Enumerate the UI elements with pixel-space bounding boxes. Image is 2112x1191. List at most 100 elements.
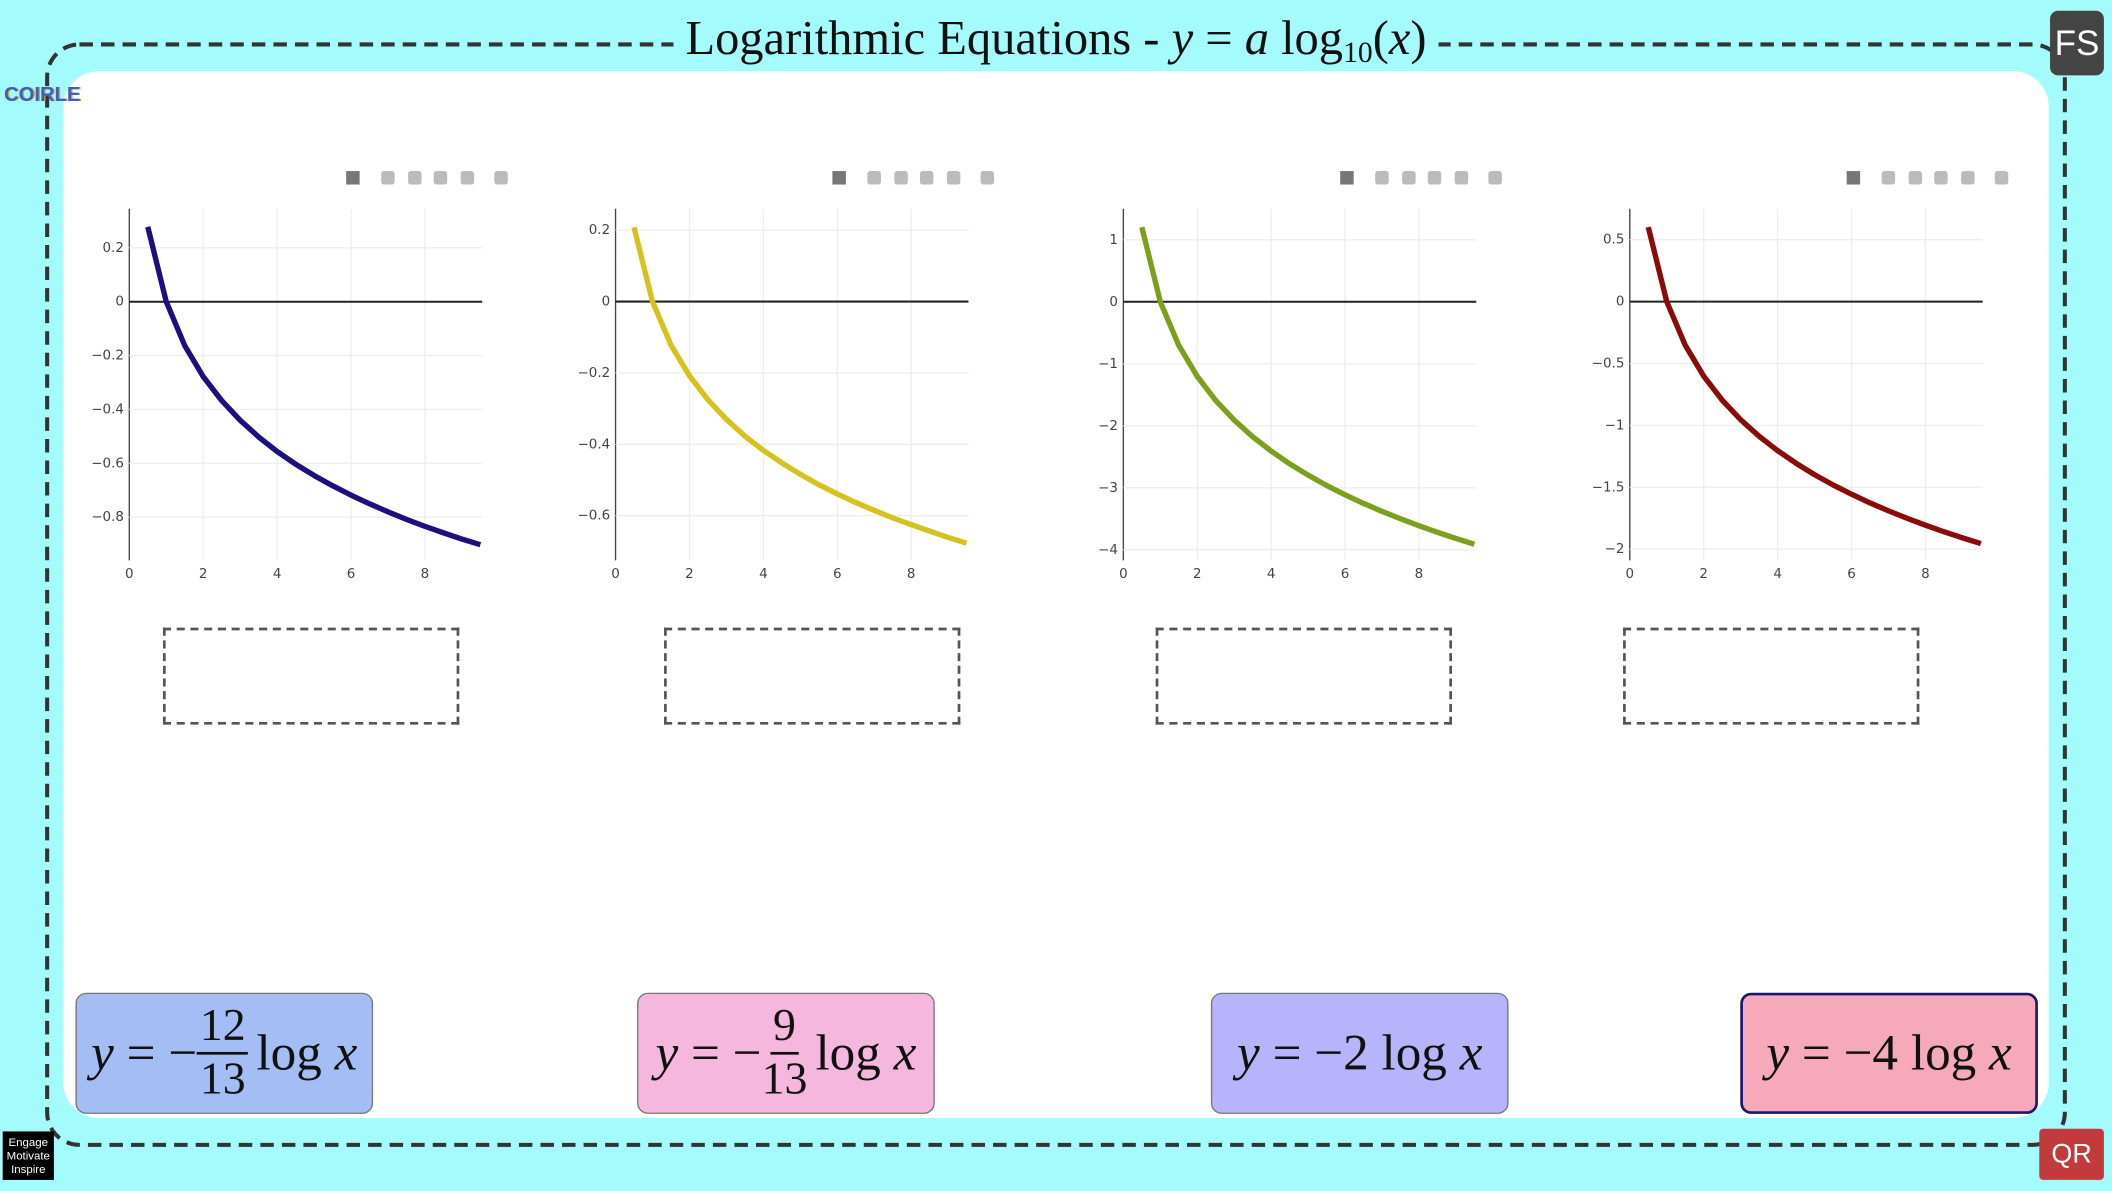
y-tick-label: 0.2 [103, 241, 124, 256]
y-tick-label: −1 [1098, 357, 1118, 372]
modebar-icon[interactable] [460, 171, 475, 185]
card-var: x [334, 1025, 358, 1082]
y-tick-label: −0.8 [91, 510, 124, 525]
x-tick-label: 4 [759, 567, 768, 582]
series-line [1139, 226, 1476, 547]
badge-line: Motivate [6, 1148, 50, 1163]
card-fn: log [256, 1025, 322, 1082]
x-tick-label: 6 [833, 567, 842, 582]
equation-card[interactable]: y = −9 13 log x [637, 992, 935, 1114]
y-tick-label: −3 [1098, 481, 1118, 496]
title-text: Logarithmic Equations - [685, 10, 1172, 65]
modebar-icon[interactable] [946, 171, 961, 185]
drop-zone[interactable] [1155, 627, 1453, 725]
y-tick-label: −0.4 [91, 402, 124, 417]
modebar-icon[interactable] [894, 171, 908, 185]
modebar-icon[interactable] [919, 171, 934, 185]
card-lhs: y [1766, 1025, 1790, 1082]
x-tick-label: 8 [1415, 567, 1424, 582]
card-var: x [1989, 1025, 2012, 1082]
fullscreen-button[interactable]: FS [2050, 10, 2104, 76]
badge: Engage Motivate Inspire [2, 1131, 54, 1180]
x-tick-label: 4 [1773, 567, 1782, 582]
modebar-icon[interactable] [1402, 171, 1416, 185]
x-tick-label: 4 [1267, 567, 1276, 582]
x-tick-label: 8 [1921, 567, 1930, 582]
modebar-icon[interactable] [1961, 171, 1975, 185]
card-den: 13 [761, 1054, 808, 1105]
y-tick-label: 1 [1109, 233, 1118, 248]
y-tick-label: −4 [1098, 543, 1118, 558]
drop-zone[interactable] [664, 627, 961, 725]
x-tick-label: 6 [1341, 567, 1350, 582]
modebar-icon[interactable] [1454, 171, 1469, 185]
series-line [145, 226, 482, 548]
y-tick-label: −0.6 [577, 509, 610, 524]
modebar-icon[interactable] [408, 171, 422, 185]
card-fraction: 9 13 [762, 1001, 808, 1106]
y-tick-label: 0.5 [1603, 233, 1624, 248]
modebar-icon[interactable] [1427, 171, 1442, 185]
equation-card[interactable]: y = −12 13 log x [75, 992, 374, 1114]
card-fn: log [1910, 1025, 1977, 1082]
y-tick-label: −0.2 [91, 349, 124, 364]
series-line [1645, 226, 1982, 547]
badge-line: Inspire [11, 1162, 46, 1176]
drop-zone[interactable] [1623, 627, 1920, 725]
x-tick-label: 0 [611, 567, 620, 582]
modebar-icon[interactable] [867, 171, 881, 185]
equation-card[interactable]: y = −2 log x [1210, 992, 1509, 1114]
card-var: x [1459, 1025, 1483, 1082]
y-tick-label: −1 [1605, 418, 1625, 433]
y-tick-label: −1.5 [1592, 480, 1625, 495]
modebar-icon[interactable] [1908, 171, 1923, 185]
modebar-icon[interactable] [381, 171, 395, 185]
x-tick-label: 0 [1119, 567, 1128, 582]
x-tick-label: 2 [1699, 567, 1708, 582]
y-tick-label: 0 [115, 295, 124, 310]
modebar-icon[interactable] [494, 171, 508, 185]
card-lhs: y [1237, 1025, 1260, 1082]
modebar-icon[interactable] [1846, 171, 1861, 185]
card-fn: log [815, 1025, 881, 1082]
y-tick-label: 0 [602, 295, 611, 310]
x-tick-label: 2 [1193, 567, 1202, 582]
x-tick-label: 8 [907, 567, 916, 582]
modebar-icon[interactable] [1488, 171, 1502, 185]
y-tick-label: 0 [1109, 295, 1118, 310]
card-den: 13 [199, 1054, 246, 1105]
y-tick-label: −0.4 [577, 437, 610, 452]
x-tick-label: 6 [1847, 567, 1856, 582]
logo: COIRLE [4, 83, 81, 107]
y-tick-label: 0 [1616, 295, 1625, 310]
x-tick-label: 0 [1626, 567, 1635, 582]
card-num: 12 [197, 1001, 249, 1055]
qr-button[interactable]: QR [2039, 1128, 2104, 1180]
formula-part: 10 [1343, 35, 1373, 69]
card-fraction: 12 13 [197, 1001, 249, 1106]
modebar-icon[interactable] [980, 171, 995, 185]
x-tick-label: 2 [199, 567, 208, 582]
modebar-icon[interactable] [1375, 171, 1389, 185]
card-eq: = −2 [1259, 1025, 1382, 1082]
equation-card[interactable]: y = −4 log x [1740, 992, 2038, 1114]
drop-zone[interactable] [162, 627, 460, 725]
modebar-icon[interactable] [1934, 171, 1948, 185]
card-fn: log [1381, 1025, 1447, 1082]
series-line [631, 226, 968, 546]
page-title: Logarithmic Equations - y = a log10(x) [673, 8, 1439, 69]
formula-part: x [1388, 10, 1411, 65]
badge-line: Engage [8, 1135, 49, 1149]
modebar-icon[interactable] [1340, 171, 1354, 185]
modebar-icon[interactable] [1994, 171, 2009, 185]
y-tick-label: 0.2 [589, 223, 610, 238]
card-eq: = − [113, 1025, 198, 1082]
card-eq: = −4 [1789, 1025, 1911, 1082]
modebar-icon[interactable] [1881, 171, 1896, 185]
modebar-icon[interactable] [832, 171, 846, 185]
modebar-icon[interactable] [433, 171, 448, 185]
card-eq: = − [678, 1025, 762, 1082]
modebar-icon[interactable] [346, 171, 360, 185]
x-tick-label: 6 [347, 567, 356, 582]
y-tick-label: −0.2 [577, 366, 610, 381]
